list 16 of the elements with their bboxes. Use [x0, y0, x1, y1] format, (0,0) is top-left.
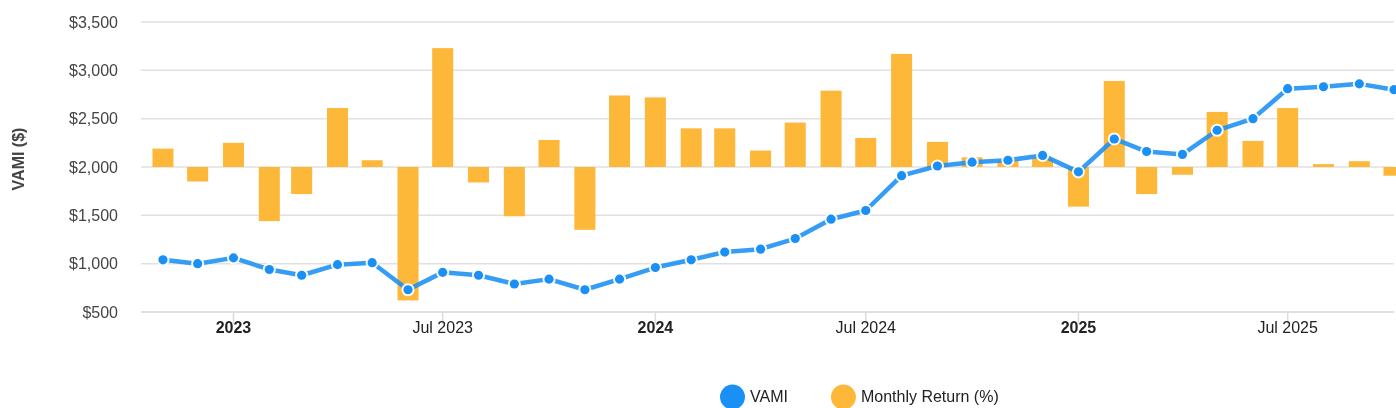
y-tick-label: $2,500	[69, 110, 119, 128]
y-axis-title: VAMI ($)	[10, 127, 27, 191]
x-tick-label: 2025	[1060, 319, 1097, 336]
y-tick-label: $500	[82, 303, 119, 321]
y-tick-label: $3,000	[69, 61, 119, 79]
x-tick-label: Jul 2025	[1257, 319, 1318, 336]
y-tick-label: $1,500	[69, 206, 119, 224]
legend-label: Monthly Return (%)	[860, 387, 999, 405]
y-tick-label: $1,000	[69, 255, 119, 273]
x-tick-label: 2024	[637, 319, 674, 336]
y-tick-label: $3,500	[69, 13, 119, 31]
y-tick-label: $2,000	[69, 158, 119, 176]
x-tick-label: Jul 2024	[835, 319, 897, 336]
x-tick-label: 2023	[215, 319, 252, 336]
x-tick-label: Jul 2023	[412, 319, 474, 336]
legend-label: VAMI	[750, 387, 788, 405]
